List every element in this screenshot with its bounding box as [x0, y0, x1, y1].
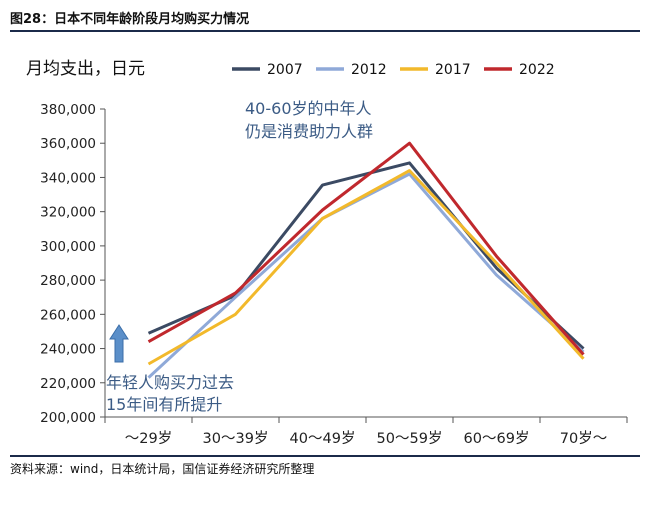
- x-tick-label: 30～39岁: [203, 430, 269, 447]
- annotation-middle-age-line-2: 仍是消费助力人群: [245, 122, 373, 141]
- legend: 2007 2012 2017 2022: [232, 62, 555, 78]
- annotation-young: 年轻人购买力过去 15年间有所提升: [106, 324, 234, 414]
- line-chart: 月均支出，日元 2007 2012 2017 2022 200,000220,0002…: [26, 59, 628, 447]
- axes: 200,000 220,000 240,000 260,000 280,000 300,0…: [40, 102, 628, 447]
- x-tick-label: ～29岁: [125, 430, 172, 447]
- y-tick-label: 260,000: [40, 307, 96, 323]
- annotation-young-line-2: 15年间有所提升: [106, 395, 222, 414]
- source-note: 资料来源：wind，日本统计局，国信证券经济研究所整理: [10, 462, 315, 476]
- y-tick-label: 200,000: [40, 410, 96, 426]
- x-tick-label: 40～49岁: [290, 430, 356, 447]
- y-tick-label: 380,000: [40, 102, 96, 118]
- legend-label-2017: 2017: [435, 62, 471, 78]
- y-tick-label: 220,000: [40, 376, 96, 392]
- series-line-2022: [147, 141, 585, 356]
- series-line-2007: [147, 161, 585, 350]
- series-line-2012: [147, 172, 585, 379]
- y-tick-label: 280,000: [40, 273, 96, 289]
- footer-rule: [10, 455, 640, 457]
- series-line-2017: [147, 169, 585, 366]
- x-tick-label: 70岁～: [560, 430, 607, 447]
- y-axis-label: 月均支出，日元: [26, 59, 145, 79]
- x-tick-label: 60～69岁: [464, 430, 530, 447]
- legend-label-2007: 2007: [267, 62, 303, 78]
- up-arrow-icon: [109, 324, 129, 363]
- y-tick-label: 340,000: [40, 170, 96, 186]
- series-lines: [147, 141, 585, 379]
- x-tick-label: 50～59岁: [377, 430, 443, 447]
- annotation-middle-age-line-1: 40-60岁的中年人: [245, 99, 372, 118]
- y-tick-label: 300,000: [40, 239, 96, 255]
- figure-title: 图28：日本不同年龄阶段月均购买力情况: [10, 12, 250, 27]
- title-rule: [10, 30, 640, 32]
- y-tick-label: 360,000: [40, 136, 96, 152]
- annotation-middle-age: 40-60岁的中年人 仍是消费助力人群: [245, 99, 373, 141]
- legend-label-2012: 2012: [351, 62, 387, 78]
- annotation-young-line-1: 年轻人购买力过去: [106, 373, 234, 392]
- y-tick-label: 320,000: [40, 205, 96, 221]
- legend-label-2022: 2022: [519, 62, 555, 78]
- y-tick-label: 240,000: [40, 342, 96, 358]
